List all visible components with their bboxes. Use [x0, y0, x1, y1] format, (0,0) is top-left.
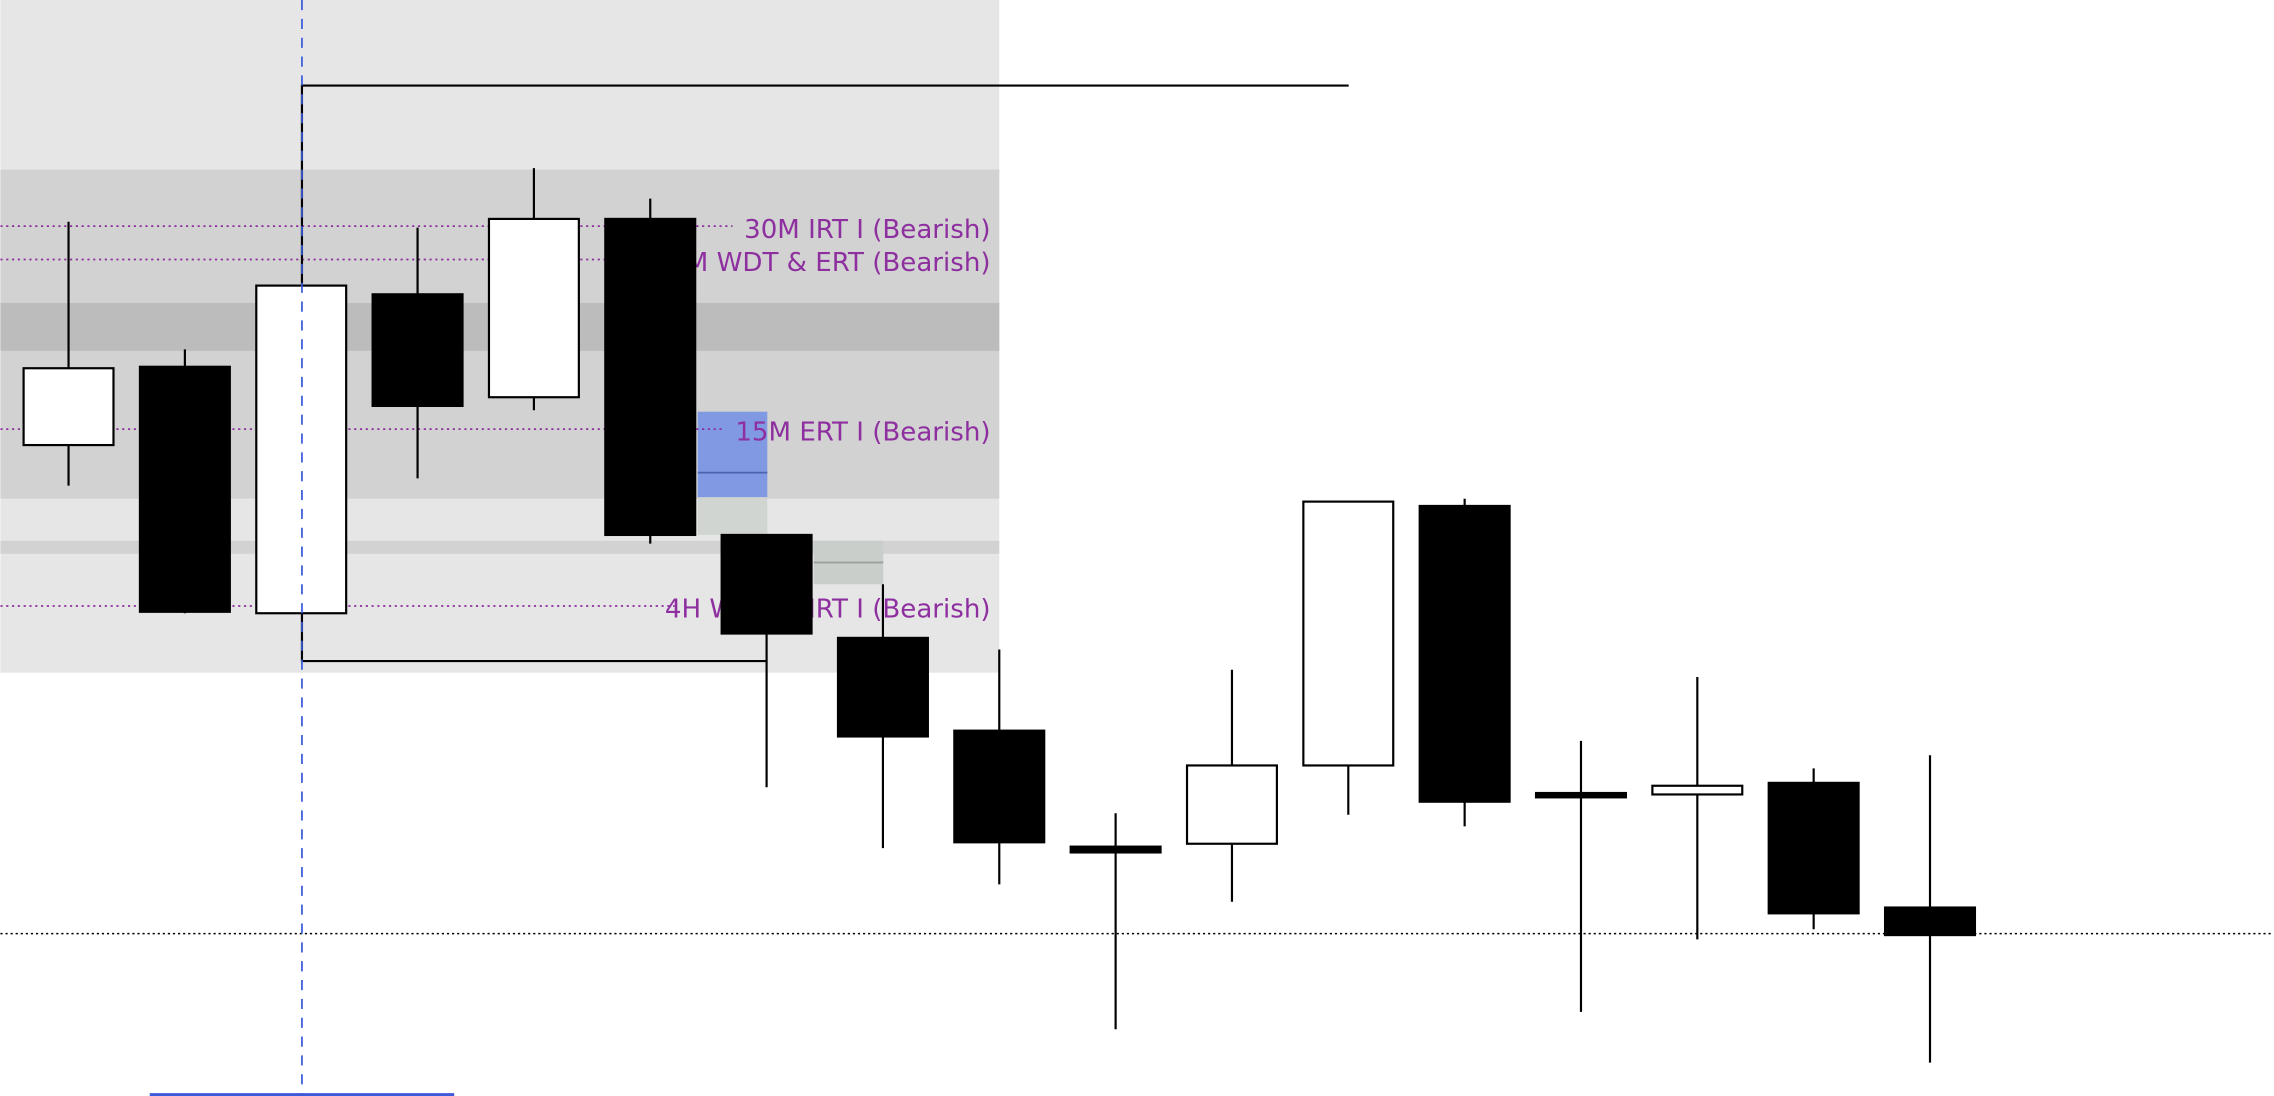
candles: [22, 168, 1977, 1063]
candle-6: [604, 198, 697, 544]
candle-body-bearish: [953, 729, 1046, 844]
candle-13: [1418, 498, 1511, 827]
candle-body-bullish: [255, 284, 348, 615]
candle-body-bullish: [1185, 764, 1278, 845]
candle-5: [487, 168, 580, 411]
candle-2: [138, 349, 231, 614]
level-label-4: 4H WDT & IRT I (Bearish): [665, 595, 991, 625]
candle-body-bearish: [836, 636, 929, 738]
candle-body-bearish: [371, 293, 464, 408]
candle-body-bearish: [720, 533, 813, 635]
candle-10: [1069, 813, 1162, 1030]
candle-16: [1767, 768, 1860, 930]
candle-body-bullish: [487, 217, 580, 399]
candle-body-bearish: [1883, 906, 1977, 937]
fvg-gray-1: [697, 497, 768, 535]
candle-17: [1883, 755, 1977, 1063]
candle-14: [1534, 740, 1628, 1012]
candle-body-bullish: [1302, 500, 1395, 767]
candle-3: [255, 284, 348, 615]
candle-9: [953, 649, 1046, 885]
candle-body-bearish: [1534, 791, 1628, 799]
candle-body-bearish: [1767, 781, 1860, 915]
fvg-blue: [697, 411, 768, 498]
level-label-2: 15M WDT & ERT (Bearish): [653, 248, 991, 278]
level-label-1: 30M IRT I (Bearish): [744, 215, 990, 245]
candle-7: [720, 533, 813, 788]
candle-body-bearish: [1069, 845, 1162, 854]
candle-body-bearish: [138, 365, 231, 613]
candle-1: [22, 221, 115, 486]
level-label-3: 15M ERT I (Bearish): [735, 418, 990, 448]
candle-8: [836, 584, 929, 849]
candle-11: [1185, 669, 1278, 902]
candle-15: [1651, 677, 1744, 940]
candle-body-bearish: [1418, 504, 1511, 803]
candle-4: [371, 227, 464, 479]
candle-12: [1302, 500, 1395, 815]
candle-body-bullish: [1651, 784, 1744, 796]
candle-body-bullish: [22, 367, 115, 447]
candle-body-bearish: [604, 217, 697, 537]
